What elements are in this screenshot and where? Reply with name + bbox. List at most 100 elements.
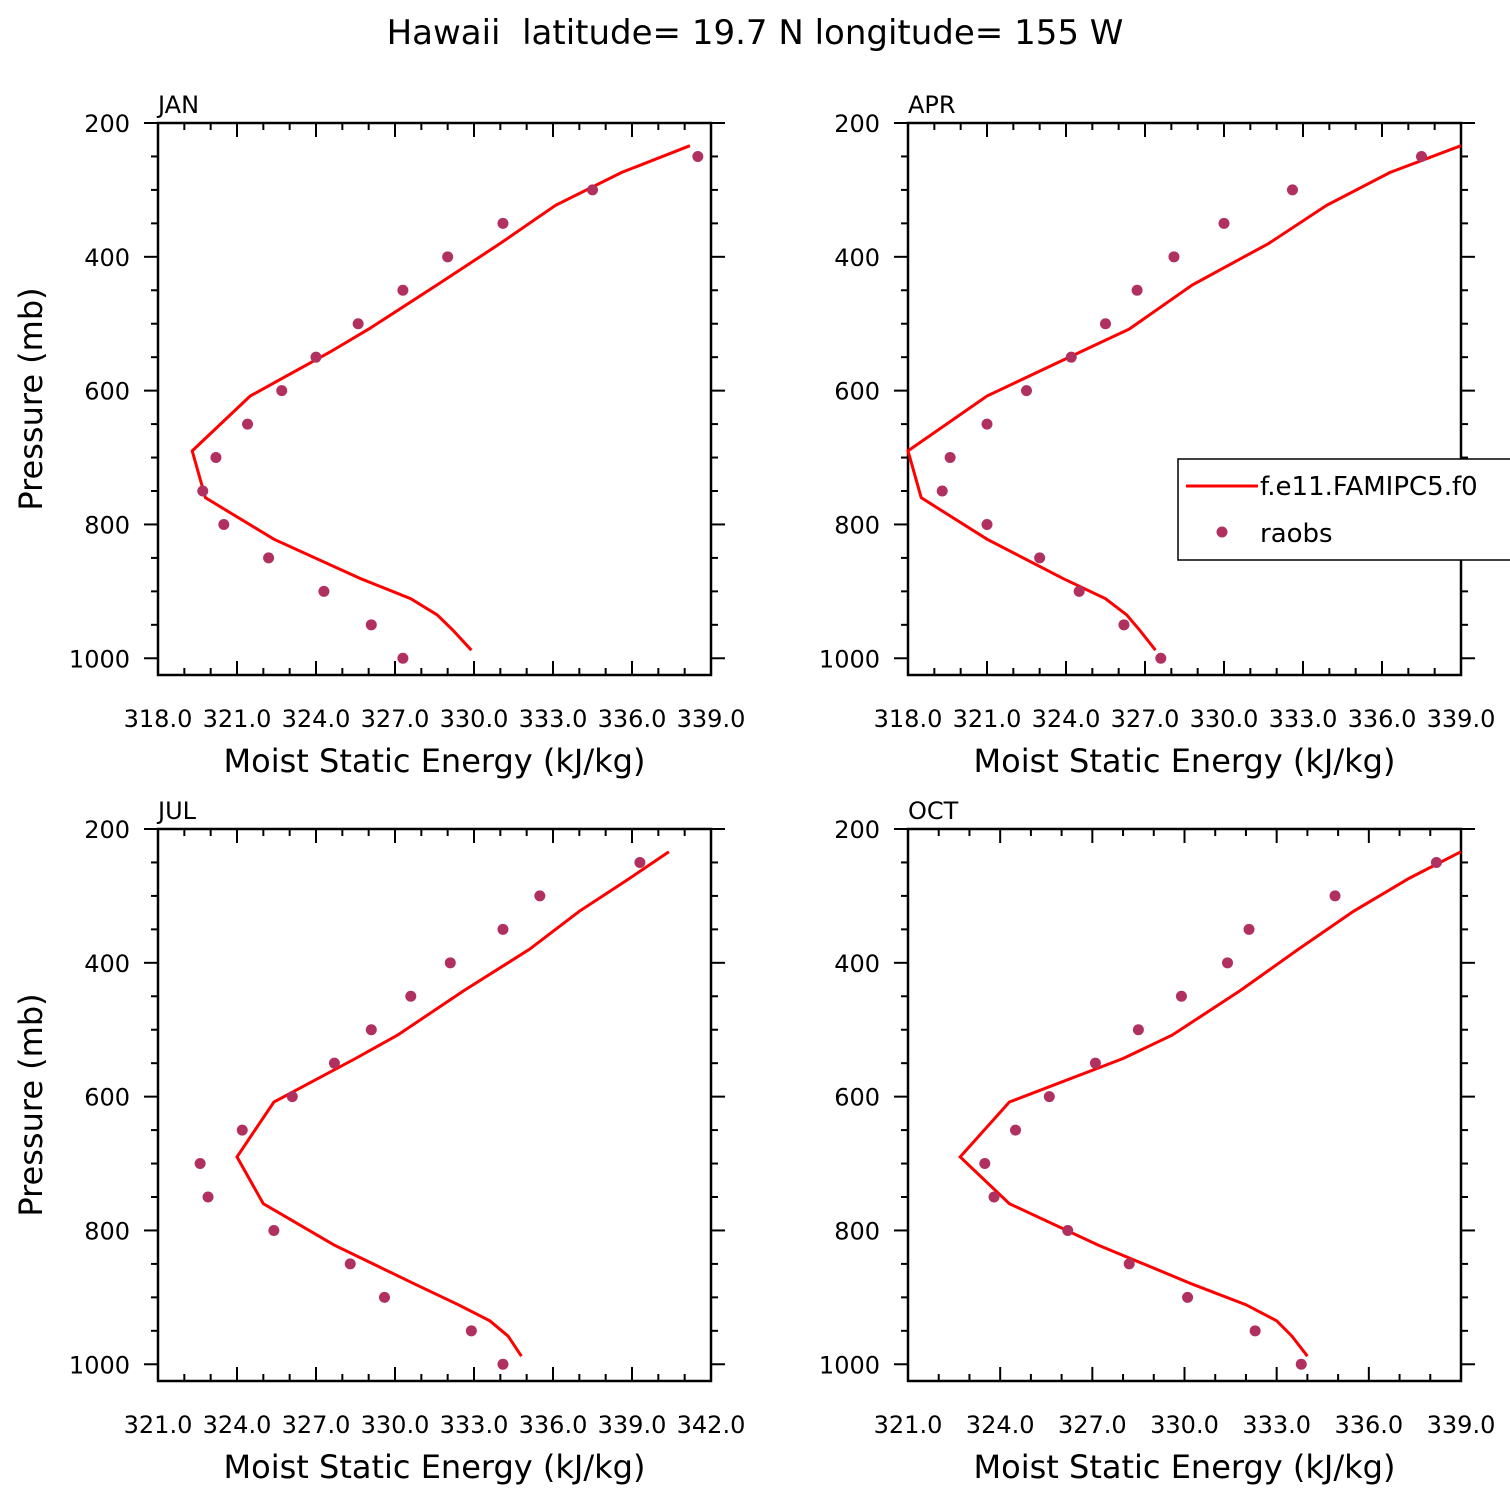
x-tick-label-jan: 336.0 <box>598 705 667 733</box>
y-tick-label-jan: 600 <box>84 378 130 406</box>
y-tick-label-oct: 1000 <box>819 1351 880 1379</box>
raobs-point-apr <box>1155 652 1167 664</box>
raobs-point-apr <box>981 418 993 430</box>
x-tick-label-oct: 330.0 <box>1150 1411 1219 1439</box>
y-tick-label-oct: 600 <box>834 1084 880 1112</box>
raobs-point-jan <box>442 251 454 263</box>
raobs-point-oct <box>988 1191 1000 1203</box>
legend-box <box>1177 458 1510 561</box>
x-tick-label-jul: 330.0 <box>361 1411 430 1439</box>
raobs-point-jan <box>242 418 254 430</box>
x-tick-label-oct: 333.0 <box>1242 1411 1311 1439</box>
raobs-point-apr <box>981 518 993 530</box>
x-tick-label-oct: 336.0 <box>1334 1411 1403 1439</box>
x-tick-label-jul: 336.0 <box>519 1411 588 1439</box>
model-line-apr <box>906 144 1462 652</box>
x-tick-label-jul: 339.0 <box>598 1411 667 1439</box>
raobs-point-jan <box>197 485 209 497</box>
raobs-point-oct <box>1010 1124 1022 1136</box>
x-axis-title-apr: Moist Static Energy (kJ/kg) <box>974 742 1396 780</box>
panel-jan: JAN 318.0 321.0 324.0 327.0 330.0 333.0 336.0 33… <box>12 91 745 780</box>
y-tick-label-jan: 400 <box>84 244 130 272</box>
plot-frame-apr <box>906 121 1463 677</box>
x-tick-label-jan: 318.0 <box>124 705 193 733</box>
raobs-point-jul <box>405 990 417 1002</box>
raobs-point-jan <box>352 318 364 330</box>
x-tick-label-jan: 321.0 <box>203 705 272 733</box>
y-axis-title-jul: Pressure (mb) <box>12 993 50 1216</box>
raobs-point-jul <box>194 1158 206 1170</box>
raobs-point-apr <box>1118 619 1130 631</box>
model-line-jan <box>190 144 691 652</box>
raobs-point-oct <box>1249 1325 1261 1337</box>
raobs-point-oct <box>1182 1291 1194 1303</box>
y-tick-label-apr: 400 <box>834 244 880 272</box>
x-axis-title-jan: Moist Static Energy (kJ/kg) <box>224 742 646 780</box>
y-tick-label-jul: 200 <box>84 816 130 844</box>
x-axis-title-jul: Moist Static Energy (kJ/kg) <box>224 1448 646 1486</box>
x-tick-label-jul: 327.0 <box>282 1411 351 1439</box>
raobs-point-apr <box>1286 184 1298 196</box>
raobs-point-jan <box>263 552 275 564</box>
raobs-point-jul <box>634 856 646 868</box>
y-tick-label-jul: 600 <box>84 1084 130 1112</box>
x-tick-label-jan: 333.0 <box>519 705 588 733</box>
plot-frame-jan <box>156 121 713 677</box>
raobs-point-oct <box>1062 1224 1074 1236</box>
y-tick-label-oct: 200 <box>834 816 880 844</box>
raobs-point-jul <box>465 1325 477 1337</box>
x-tick-label-oct: 339.0 <box>1427 1411 1496 1439</box>
x-tick-label-oct: 327.0 <box>1058 1411 1127 1439</box>
x-tick-label-jan: 330.0 <box>440 705 509 733</box>
raobs-point-jan <box>397 284 409 296</box>
x-tick-label-jul: 333.0 <box>440 1411 509 1439</box>
raobs-point-apr <box>944 452 956 464</box>
legend-obs-marker-swatch <box>1216 526 1228 538</box>
raobs-point-jul <box>497 1358 509 1370</box>
raobs-point-oct <box>1043 1091 1055 1103</box>
plot-frame-jul <box>156 827 713 1383</box>
y-tick-label-jul: 400 <box>84 950 130 978</box>
raobs-point-oct <box>1430 856 1442 868</box>
raobs-point-jan <box>276 385 288 397</box>
y-tick-label-jul: 800 <box>84 1217 130 1245</box>
raobs-point-apr <box>1416 150 1427 162</box>
figure-title: Hawaii latitude= 19.7 N longitude= 155 W <box>387 13 1124 53</box>
raobs-point-oct <box>1295 1358 1307 1370</box>
x-tick-label-apr: 318.0 <box>874 705 943 733</box>
raobs-point-jul <box>344 1258 356 1270</box>
x-tick-label-apr: 321.0 <box>953 705 1022 733</box>
raobs-point-jul <box>328 1057 340 1069</box>
model-line-jul <box>235 850 670 1358</box>
raobs-point-jan <box>692 150 704 162</box>
raobs-point-jan <box>310 351 322 363</box>
raobs-point-oct <box>1123 1258 1135 1270</box>
raobs-point-apr <box>1218 217 1230 229</box>
raobs-point-jul <box>378 1291 390 1303</box>
raobs-point-apr <box>1034 552 1046 564</box>
raobs-point-jul <box>444 957 456 969</box>
x-tick-label-jan: 327.0 <box>361 705 430 733</box>
y-tick-label-apr: 800 <box>834 511 880 539</box>
raobs-point-jan <box>587 184 598 196</box>
panel-title-apr: APR <box>908 91 956 119</box>
raobs-point-apr <box>1168 251 1180 263</box>
x-tick-label-jul: 321.0 <box>124 1411 193 1439</box>
raobs-point-jan <box>318 585 330 597</box>
panel-title-jul: JUL <box>156 797 197 825</box>
x-tick-label-jan: 324.0 <box>282 705 351 733</box>
x-tick-label-oct: 321.0 <box>874 1411 943 1439</box>
raobs-point-jan <box>210 452 222 464</box>
panel-apr: APR 318.0 321.0 324.0 327.0 330.0 333.0 336.0 33… <box>819 91 1495 780</box>
raobs-point-jan <box>365 619 377 631</box>
y-tick-label-jan: 1000 <box>69 645 130 673</box>
legend-model-label: f.e11.FAMIPC5.f0 <box>1260 472 1478 502</box>
y-tick-label-apr: 600 <box>834 378 880 406</box>
x-tick-label-apr: 330.0 <box>1190 705 1259 733</box>
y-tick-label-jul: 1000 <box>69 1351 130 1379</box>
raobs-point-oct <box>1132 1024 1144 1036</box>
model-line-oct <box>958 850 1462 1358</box>
raobs-point-jan <box>397 652 409 664</box>
y-tick-label-apr: 1000 <box>819 645 880 673</box>
y-tick-label-oct: 800 <box>834 1217 880 1245</box>
